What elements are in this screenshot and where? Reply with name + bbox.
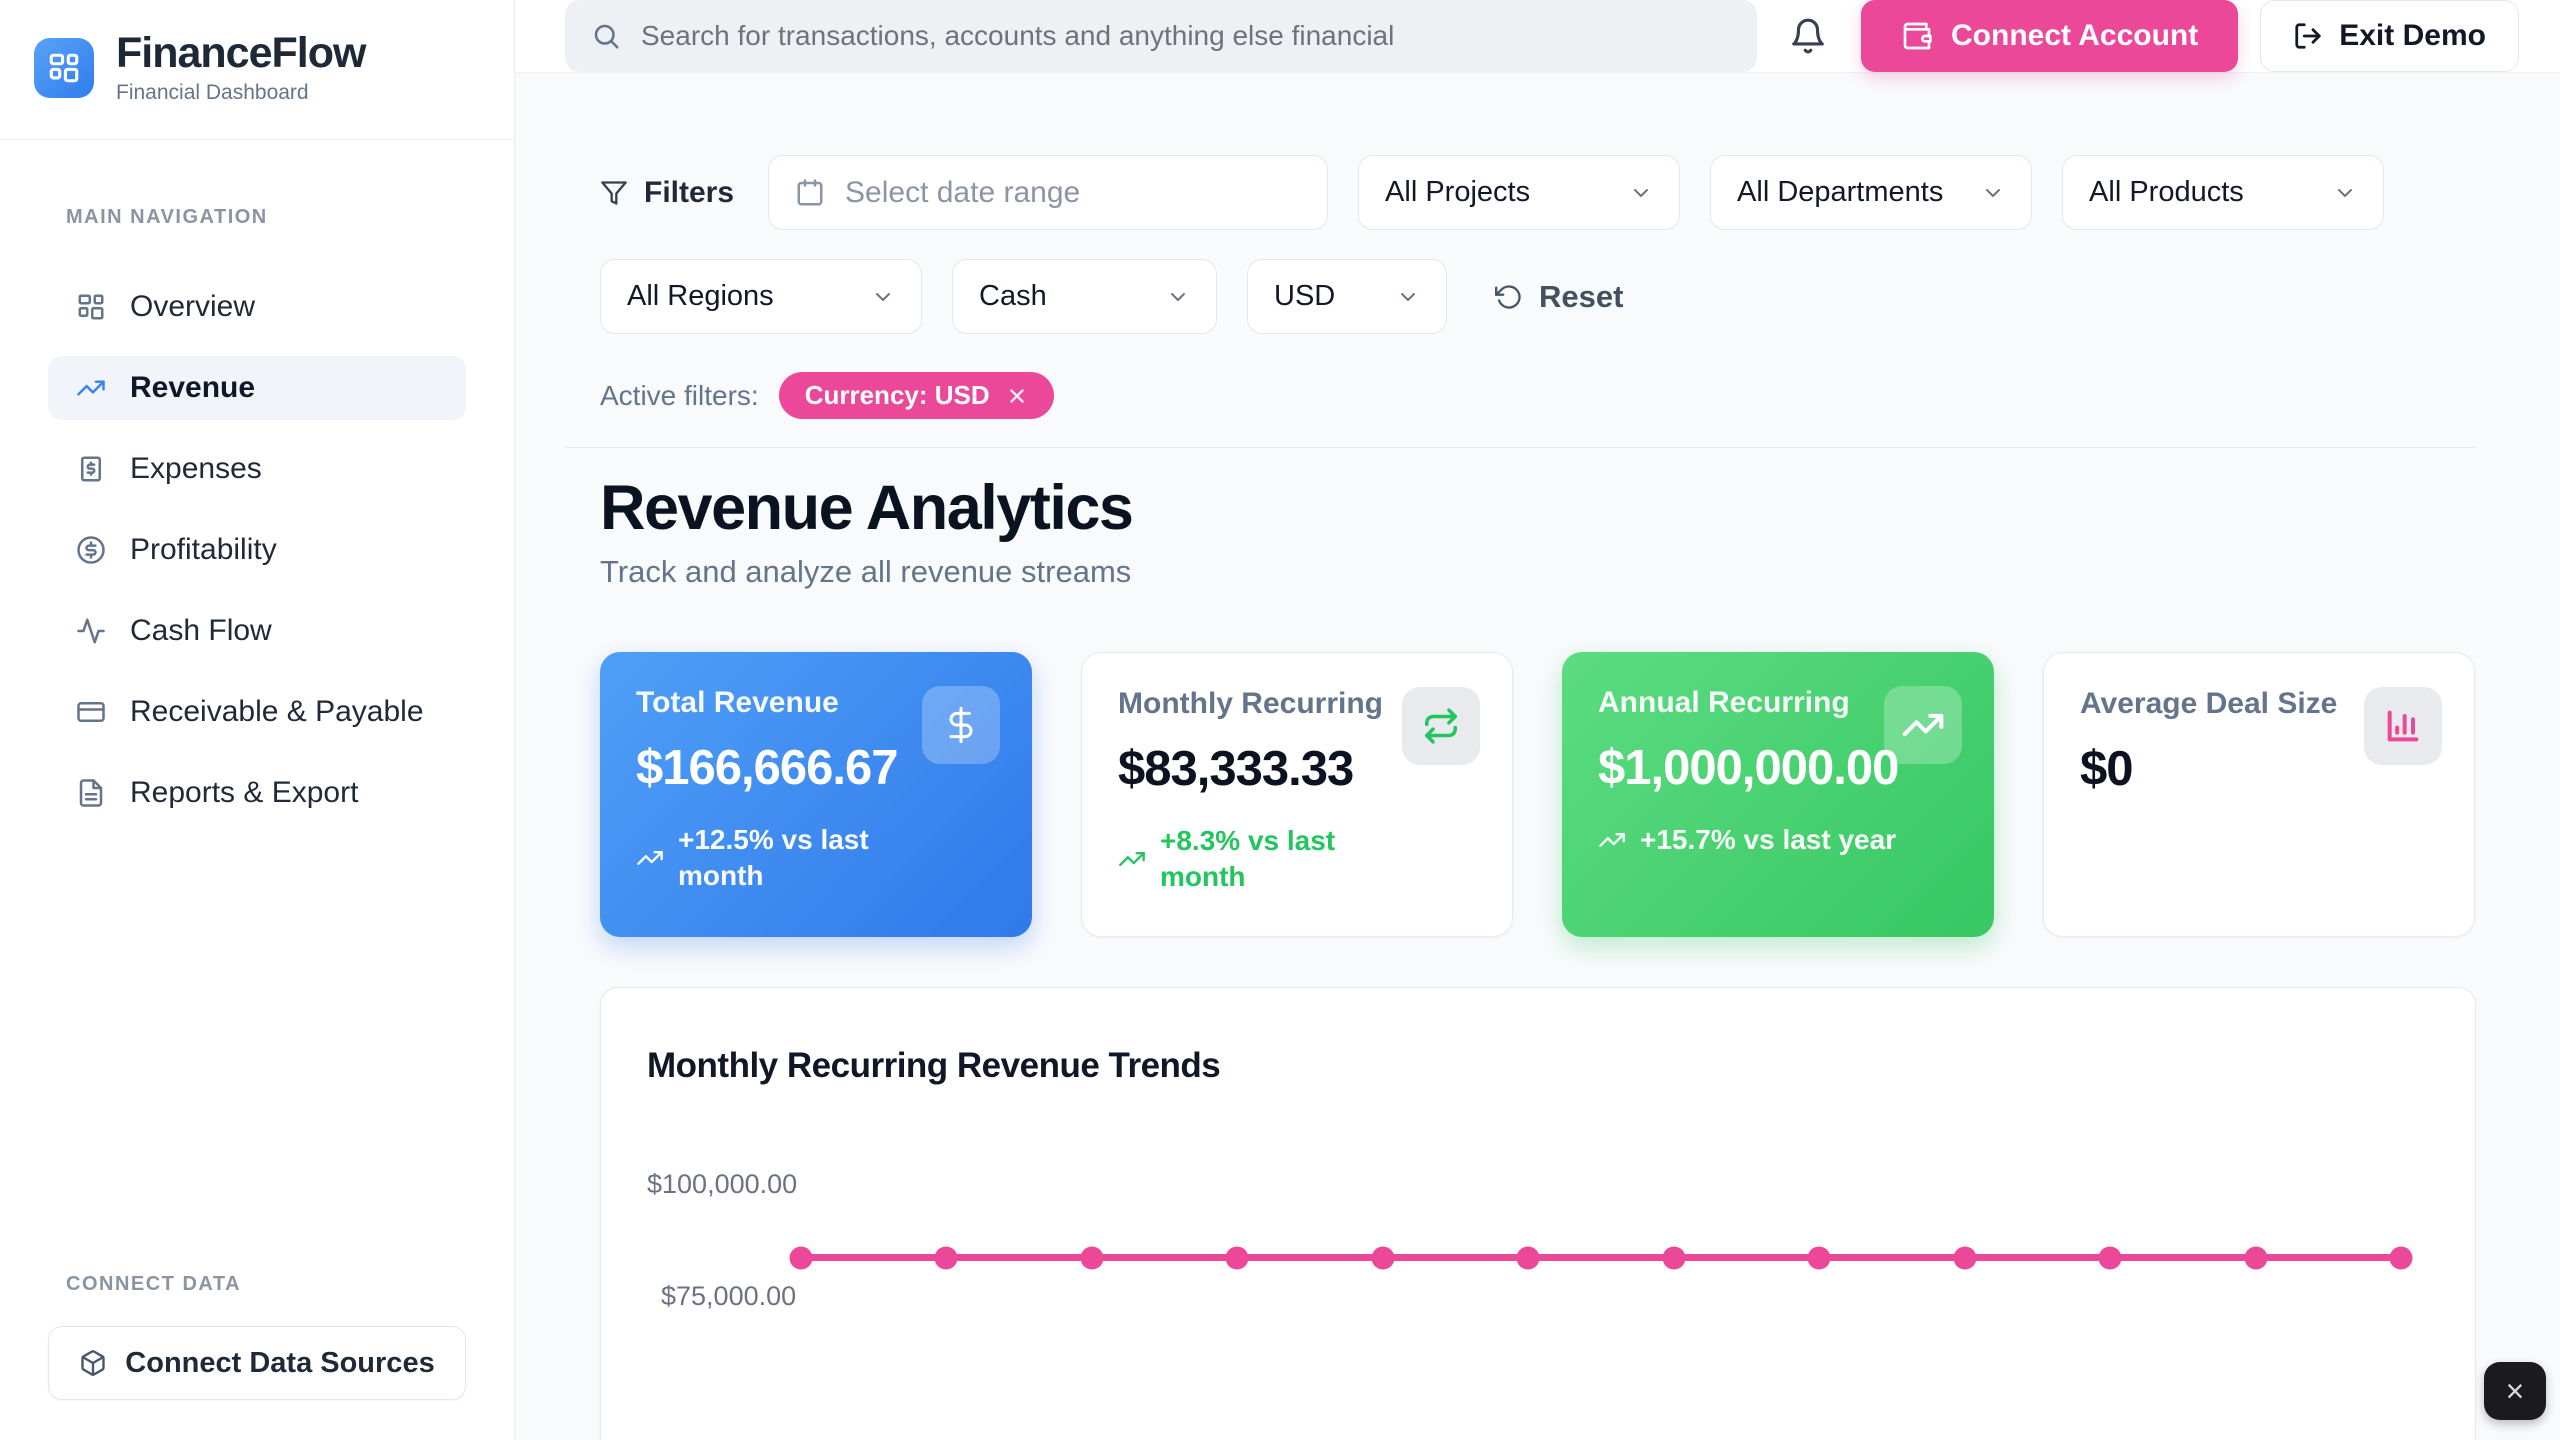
chart-data-point [1080, 1246, 1104, 1270]
chart-title: Monthly Recurring Revenue Trends [647, 1046, 1221, 1085]
trending-up-icon [76, 373, 106, 403]
chart-data-point [934, 1246, 958, 1270]
sidebar-item-expenses[interactable]: Expenses [48, 437, 466, 501]
dollar-circle-icon [76, 535, 106, 565]
active-filter-chip: Currency: USD [778, 372, 1054, 419]
filters-row-1: Filters Select date range All Projects A… [600, 155, 2560, 230]
repeat-icon [1402, 687, 1480, 765]
departments-filter-select[interactable]: All Departments [1710, 155, 2033, 230]
chart-data-point [2098, 1246, 2122, 1270]
trending-up-icon [1118, 845, 1146, 873]
chevron-down-icon [1629, 181, 1653, 205]
dollar-sign-icon [922, 686, 1000, 764]
app-title: FinanceFlow [116, 29, 366, 77]
chart-data-point [2389, 1246, 2413, 1270]
search-icon [591, 21, 621, 51]
wallet-icon [1901, 20, 1933, 52]
sidebar-item-revenue[interactable]: Revenue [48, 356, 466, 421]
chevron-down-icon [1166, 285, 1190, 309]
kpi-cards-row: Total Revenue $166,666.67 +12.5% vs last… [600, 652, 2560, 937]
regions-filter-select[interactable]: All Regions [600, 259, 922, 334]
kpi-card-total-revenue: Total Revenue $166,666.67 +12.5% vs last… [600, 652, 1032, 937]
section-divider [565, 447, 2476, 448]
sidebar-connect-section: CONNECT DATA Connect Data Sources [0, 1273, 514, 1440]
search-input[interactable] [641, 20, 1731, 52]
chart-data-point [1516, 1246, 1540, 1270]
chart-data-point [1953, 1246, 1977, 1270]
sidebar-item-reports-export[interactable]: Reports & Export [48, 761, 466, 825]
y-axis-tick: $100,000.00 [647, 1169, 798, 1199]
exit-demo-button[interactable]: Exit Demo [2260, 0, 2519, 72]
connect-section-label: CONNECT DATA [66, 1273, 242, 1295]
app-logo-icon [34, 37, 94, 98]
sidebar: FinanceFlow Financial Dashboard MAIN NAV… [0, 0, 515, 1440]
currency-select[interactable]: USD [1247, 259, 1447, 334]
activity-icon [76, 616, 106, 646]
filters-row-2: All Regions Cash USD [600, 259, 2560, 334]
bar-chart-icon [2364, 687, 2442, 765]
chart-line [789, 1246, 2413, 1270]
trending-up-icon [1598, 826, 1626, 854]
nav-section-label: MAIN NAVIGATION [66, 206, 268, 229]
sidebar-header: FinanceFlow Financial Dashboard [0, 0, 514, 141]
trending-up-icon [636, 844, 664, 872]
chevron-down-icon [2333, 181, 2357, 205]
chart-data-point [2244, 1246, 2268, 1270]
sidebar-item-cash-flow[interactable]: Cash Flow [48, 599, 466, 663]
reset-filters-button[interactable]: Reset [1495, 279, 1623, 315]
kpi-card-average-deal-size: Average Deal Size $0 [2043, 652, 2475, 937]
brand-block: FinanceFlow Financial Dashboard [116, 29, 366, 105]
connect-data-sources-button[interactable]: Connect Data Sources [48, 1326, 466, 1400]
products-filter-select[interactable]: All Products [2062, 155, 2385, 230]
undo-icon [1495, 283, 1523, 311]
chart-data-point [1662, 1246, 1686, 1270]
page-subtitle: Track and analyze all revenue streams [600, 554, 1132, 589]
active-filters-label: Active filters: [600, 379, 759, 411]
projects-filter-select[interactable]: All Projects [1358, 155, 1681, 230]
filters-label: Filters [600, 176, 734, 210]
date-range-input[interactable]: Select date range [768, 155, 1329, 230]
chevron-down-icon [871, 285, 895, 309]
connect-account-button[interactable]: Connect Account [1861, 0, 2239, 72]
file-text-icon [76, 778, 106, 808]
filter-funnel-icon [600, 179, 628, 207]
dashboard-grid-icon [76, 292, 106, 322]
chart-data-point [789, 1246, 813, 1270]
y-axis-tick: $75,000.00 [661, 1281, 797, 1311]
receipt-icon [76, 454, 106, 484]
chart-data-point [1371, 1246, 1395, 1270]
chevron-down-icon [1396, 285, 1420, 309]
sidebar-item-overview[interactable]: Overview [48, 275, 466, 339]
bell-icon [1792, 18, 1824, 54]
close-overlay-button[interactable]: × [2484, 1362, 2546, 1420]
mrr-trends-chart-card: Monthly Recurring Revenue Trends $100,00… [600, 987, 2476, 1440]
chart-data-point [1225, 1246, 1249, 1270]
cube-icon [79, 1349, 107, 1377]
trending-up-icon [1884, 686, 1962, 764]
log-out-icon [2293, 21, 2323, 51]
sidebar-nav: MAIN NAVIGATION Overview Revenue [0, 140, 514, 1273]
main-area: Connect Account Exit Demo Filters [515, 0, 2560, 1440]
search-box [565, 0, 1757, 72]
sidebar-item-profitability[interactable]: Profitability [48, 518, 466, 582]
app-subtitle: Financial Dashboard [116, 81, 309, 105]
calendar-icon [795, 178, 825, 208]
chevron-down-icon [1981, 181, 2005, 205]
sidebar-item-receivable-payable[interactable]: Receivable & Payable [48, 680, 466, 744]
kpi-card-monthly-recurring: Monthly Recurring $83,333.33 +8.3% vs la… [1081, 652, 1513, 937]
content: Filters Select date range All Projects A… [515, 73, 2560, 1440]
remove-filter-icon[interactable] [1006, 385, 1028, 407]
kpi-card-annual-recurring: Annual Recurring $1,000,000.00 +15.7% vs… [1562, 652, 1994, 937]
topbar: Connect Account Exit Demo [515, 0, 2560, 73]
notifications-button[interactable] [1789, 17, 1827, 55]
accounting-basis-select[interactable]: Cash [952, 259, 1217, 334]
credit-card-icon [76, 697, 106, 727]
active-filters-row: Active filters: Currency: USD [600, 372, 2560, 419]
chart-data-point [1807, 1246, 1831, 1270]
page-title: Revenue Analytics [600, 473, 1134, 543]
